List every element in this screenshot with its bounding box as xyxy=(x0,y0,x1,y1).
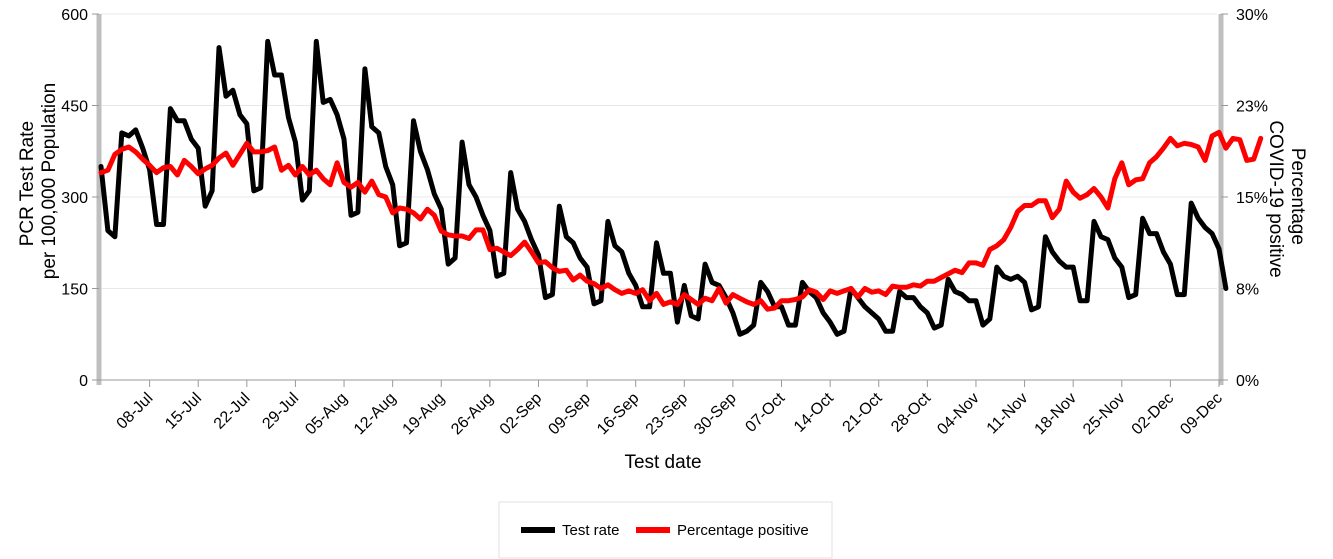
x-tick-label-12: 30-Sep xyxy=(691,390,740,439)
x-tick-label-1: 15-Jul xyxy=(162,390,205,433)
right-y-ticks: 0% 8% 15% 23% 30% xyxy=(1221,7,1268,390)
legend: Test rate Percentage positive xyxy=(498,501,833,559)
x-tick-label-3: 29-Jul xyxy=(259,390,302,433)
y-right-tick-label-1: 8% xyxy=(1236,282,1259,299)
y-left-tick-label-1: 150 xyxy=(61,282,88,299)
legend-label-test-rate: Test rate xyxy=(562,522,620,539)
y-right-tick-label-0: 0% xyxy=(1236,373,1259,390)
x-tick-label-14: 14-Oct xyxy=(791,389,837,435)
y-axis-right-title-line-1: Percentage xyxy=(1287,148,1308,245)
y-left-tick-label-0: 0 xyxy=(79,373,88,390)
x-tick-label-16: 28-Oct xyxy=(888,389,934,435)
x-tick-label-10: 16-Sep xyxy=(594,390,643,439)
legend-label-percentage-positive: Percentage positive xyxy=(677,522,809,539)
y-left-tick-label-4: 600 xyxy=(61,7,88,24)
y-axis-left-title-line-2: per 100,000 Population xyxy=(39,83,60,280)
y-left-tick-label-3: 450 xyxy=(61,99,88,116)
series-line-test-rate xyxy=(98,38,1229,337)
x-tick-label-17: 04-Nov xyxy=(934,390,982,438)
plot-series xyxy=(98,38,1264,337)
y-right-tick-label-4: 30% xyxy=(1236,7,1268,24)
x-tick-label-21: 02-Dec xyxy=(1129,390,1177,438)
x-tick-label-0: 08-Jul xyxy=(114,390,157,433)
series-line-percentage-positive xyxy=(98,129,1264,312)
x-tick-label-20: 25-Nov xyxy=(1080,390,1128,438)
x-tick-label-19: 18-Nov xyxy=(1032,390,1080,438)
x-tick-label-9: 09-Sep xyxy=(545,390,594,439)
x-tick-label-5: 12-Aug xyxy=(351,390,400,439)
y-axis-right-title: Percentage COVID-19 positive xyxy=(1265,120,1308,277)
x-axis-title: Test date xyxy=(624,452,701,473)
x-tick-label-15: 21-Oct xyxy=(840,389,886,435)
y-axis-left-title: PCR Test Rate per 100,000 Population xyxy=(17,83,60,280)
x-tick-label-6: 19-Aug xyxy=(400,390,449,439)
left-y-ticks: 0 150 300 450 600 xyxy=(61,7,99,390)
y-right-tick-label-2: 15% xyxy=(1236,190,1268,207)
x-tick-label-7: 26-Aug xyxy=(448,390,497,439)
y-axis-left-title-line-1: PCR Test Rate xyxy=(17,121,38,246)
y-right-tick-label-3: 23% xyxy=(1236,99,1268,116)
x-tick-label-22: 09-Dec xyxy=(1177,390,1225,438)
x-tick-label-8: 02-Sep xyxy=(497,390,546,439)
x-tick-label-13: 07-Oct xyxy=(742,389,788,435)
x-tick-label-18: 11-Nov xyxy=(984,390,1032,438)
x-tick-label-2: 22-Jul xyxy=(211,390,254,433)
x-tick-label-4: 05-Aug xyxy=(302,390,351,439)
x-tick-label-11: 23-Sep xyxy=(643,390,692,439)
x-ticks: 08-Jul 15-Jul 22-Jul 29-Jul 05-Aug 12-Aug 19-A… xyxy=(114,380,1226,438)
y-axis-right-title-line-2: COVID-19 positive xyxy=(1265,120,1286,277)
y-left-tick-label-2: 300 xyxy=(61,190,88,207)
